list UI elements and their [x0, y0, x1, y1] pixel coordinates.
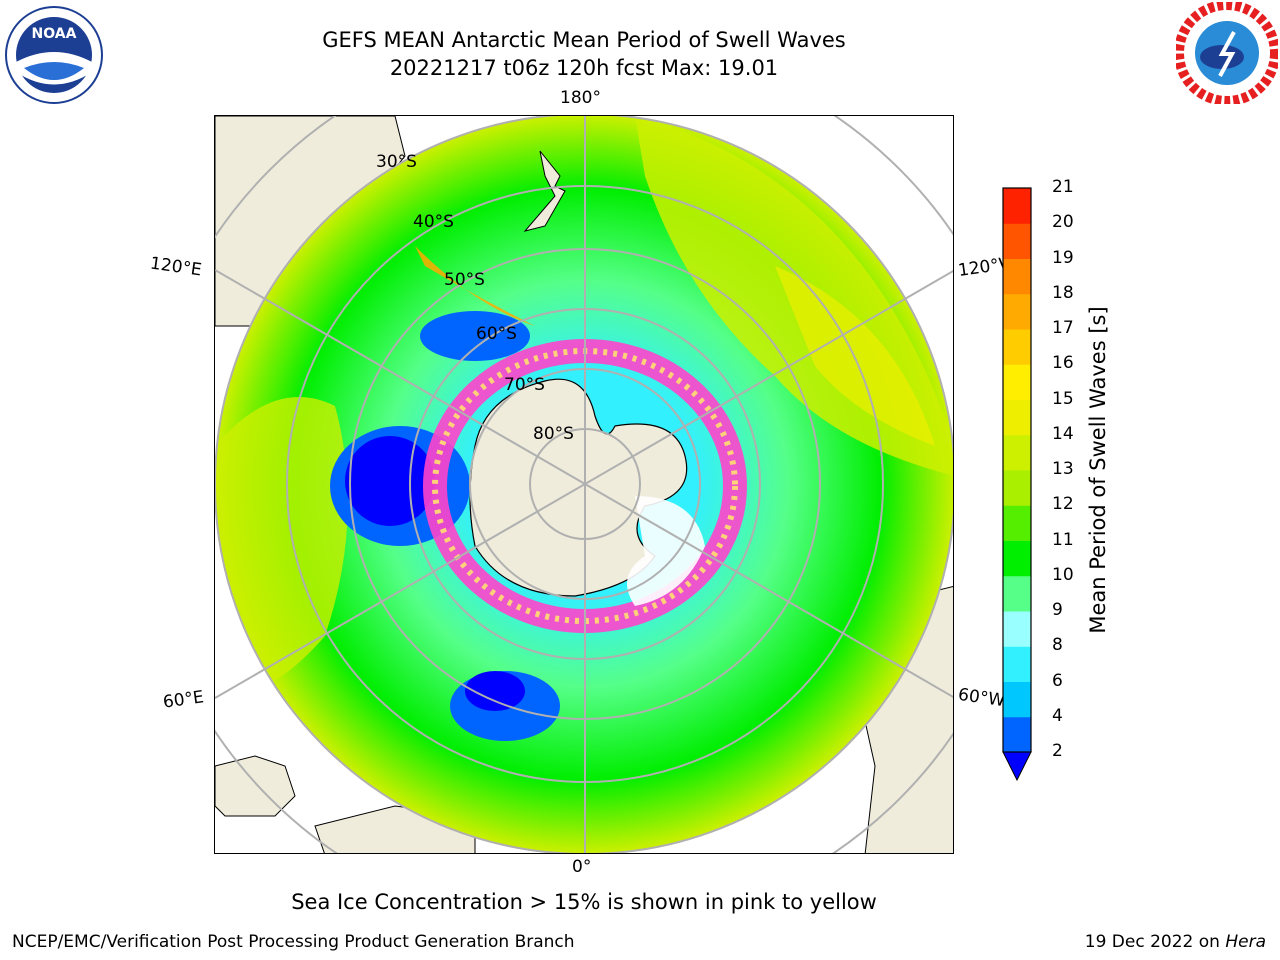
colorbar-tick-label: 21	[1052, 177, 1074, 197]
colorbar-segment	[1003, 681, 1031, 718]
colorbar	[1002, 187, 1032, 782]
colorbar-segment	[1003, 505, 1031, 541]
lon-label-180: 180°	[560, 88, 601, 108]
sea-ice-caption: Sea Ice Concentration > 15% is shown in …	[291, 890, 877, 914]
colorbar-segment	[1003, 399, 1031, 436]
colorbar-segment	[1003, 293, 1031, 330]
chart-subtitle: 20221217 t06z 120h fcst Max: 19.01	[389, 56, 779, 80]
colorbar-extend-arrow	[1002, 751, 1032, 782]
colorbar-segment	[1003, 188, 1031, 224]
colorbar-segment	[1003, 434, 1031, 471]
nws-logo	[1174, 0, 1280, 106]
colorbar-segment	[1003, 611, 1031, 647]
lon-label-0: 0°	[572, 857, 592, 877]
lat-label-50s: 50°S	[444, 270, 485, 290]
footer-date: 19 Dec 2022 on Hera	[1085, 932, 1266, 952]
colorbar-segment	[1003, 329, 1031, 365]
colorbar-tick-label: 8	[1052, 635, 1063, 656]
footer-machine: Hera	[1225, 932, 1266, 952]
colorbar-segment	[1003, 470, 1031, 506]
lat-label-30s: 30°S	[376, 152, 417, 172]
colorbar-tick-label: 11	[1052, 529, 1074, 550]
colorbar-segment	[1003, 575, 1031, 612]
map-frame	[214, 115, 954, 854]
chart-title: GEFS MEAN Antarctic Mean Period of Swell…	[322, 28, 846, 52]
colorbar-tick-label: 14	[1052, 423, 1074, 444]
colorbar-tick-label: 2	[1052, 741, 1063, 761]
colorbar-segment	[1003, 223, 1031, 259]
graticule	[215, 116, 953, 853]
colorbar-segment	[1003, 716, 1031, 753]
colorbar-tick-label: 16	[1052, 353, 1074, 374]
lat-label-60s: 60°S	[476, 324, 517, 344]
colorbar-tick-label: 10	[1052, 564, 1074, 585]
colorbar-tick-label: 12	[1052, 494, 1074, 515]
colorbar-tick-label: 4	[1052, 705, 1063, 726]
colorbar-tick-label: 19	[1052, 247, 1074, 268]
footer-date-text: 19 Dec 2022 on	[1084, 932, 1226, 952]
colorbar-segment	[1003, 364, 1031, 400]
colorbar-tick-label: 17	[1052, 318, 1074, 338]
lon-label-60e: 60°E	[161, 687, 206, 713]
colorbar-segment	[1003, 540, 1031, 577]
lat-label-70s: 70°S	[504, 375, 545, 395]
footer-credit: NCEP/EMC/Verification Post Processing Pr…	[12, 932, 575, 952]
colorbar-tick-label: 6	[1052, 670, 1063, 691]
lat-label-40s: 40°S	[413, 212, 454, 232]
colorbar-tick-label: 9	[1052, 600, 1063, 620]
colorbar-tick-label: 13	[1052, 459, 1074, 479]
colorbar-tick-label: 20	[1052, 212, 1074, 233]
new-zealand	[523, 150, 566, 232]
noaa-logo: NOAA	[4, 2, 104, 108]
lon-label-60w: 60°W	[956, 684, 1007, 712]
colorbar-tick-label: 15	[1052, 388, 1074, 409]
lat-label-80s: 80°S	[533, 424, 574, 444]
colorbar-tick-label: 18	[1052, 282, 1074, 303]
colorbar-title: Mean Period of Swell Waves [s]	[1086, 306, 1110, 634]
polar-map	[215, 116, 953, 853]
colorbar-segment	[1003, 258, 1031, 295]
colorbar-segment	[1003, 646, 1031, 682]
lon-label-120e: 120°E	[148, 253, 203, 281]
svg-text:NOAA: NOAA	[32, 26, 77, 42]
